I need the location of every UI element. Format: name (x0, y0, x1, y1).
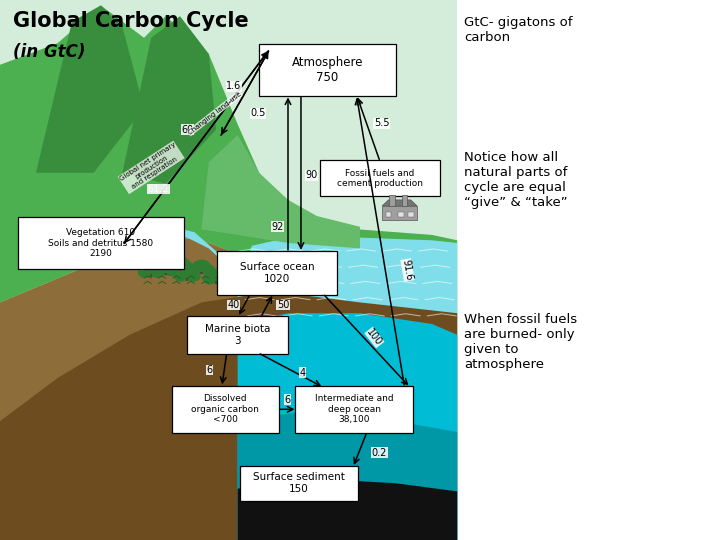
Text: Global net primary
production
and respiration: Global net primary production and respir… (118, 141, 184, 194)
Circle shape (164, 265, 179, 276)
Polygon shape (229, 281, 232, 284)
Text: 60: 60 (181, 125, 194, 134)
Circle shape (174, 271, 189, 282)
Circle shape (186, 271, 201, 282)
Polygon shape (186, 278, 189, 281)
Text: 5.5: 5.5 (374, 118, 390, 128)
Circle shape (177, 266, 197, 281)
Polygon shape (382, 206, 417, 220)
Polygon shape (122, 16, 216, 184)
Text: Vegetation 610
Soils and detritus 1580
2190: Vegetation 610 Soils and detritus 1580 2… (48, 228, 153, 258)
Text: (in GtC): (in GtC) (13, 43, 86, 61)
Polygon shape (398, 212, 404, 217)
Polygon shape (402, 195, 408, 206)
Text: 90: 90 (305, 171, 318, 180)
Text: Global Carbon Cycle: Global Carbon Cycle (13, 11, 248, 31)
Text: Dissolved
organic carbon
<700: Dissolved organic carbon <700 (192, 394, 259, 424)
FancyBboxPatch shape (18, 217, 184, 269)
Text: 100: 100 (365, 327, 384, 348)
Circle shape (229, 273, 244, 285)
Text: 50: 50 (276, 300, 289, 310)
Polygon shape (389, 195, 395, 206)
Polygon shape (164, 273, 167, 275)
Text: Fossil fuels and
cement production: Fossil fuels and cement production (337, 168, 423, 188)
Text: 61.2: 61.2 (148, 184, 169, 194)
FancyBboxPatch shape (172, 386, 279, 433)
FancyBboxPatch shape (295, 386, 413, 433)
Circle shape (156, 261, 176, 275)
Text: 4: 4 (300, 368, 305, 377)
Text: Changing land-use: Changing land-use (187, 91, 242, 136)
FancyBboxPatch shape (320, 160, 440, 196)
Text: When fossil fuels
are burned- only
given to
atmosphere: When fossil fuels are burned- only given… (464, 313, 577, 371)
Circle shape (200, 264, 215, 275)
Circle shape (192, 260, 212, 274)
Circle shape (188, 264, 203, 275)
Polygon shape (202, 135, 360, 248)
Polygon shape (238, 313, 457, 540)
Circle shape (215, 273, 230, 285)
Circle shape (150, 267, 165, 278)
Polygon shape (408, 212, 413, 217)
Text: 6: 6 (284, 395, 290, 404)
Polygon shape (0, 292, 457, 540)
FancyBboxPatch shape (240, 466, 358, 501)
Text: Intermediate and
deep ocean
38,100: Intermediate and deep ocean 38,100 (315, 394, 394, 424)
Polygon shape (238, 410, 457, 540)
Text: 0.5: 0.5 (250, 109, 266, 118)
Text: 6: 6 (207, 365, 212, 375)
FancyBboxPatch shape (217, 251, 337, 295)
Text: Marine biota
3: Marine biota 3 (205, 324, 270, 346)
Bar (457, 0, 720, 540)
Text: GtC- gigatons of
carbon: GtC- gigatons of carbon (464, 16, 573, 44)
Text: Surface sediment
150: Surface sediment 150 (253, 472, 345, 494)
Text: Notice how all
natural parts of
cycle are equal
“give” & “take”: Notice how all natural parts of cycle ar… (464, 151, 568, 209)
Polygon shape (200, 272, 203, 274)
FancyBboxPatch shape (259, 44, 396, 96)
Text: 40: 40 (227, 300, 240, 310)
Circle shape (217, 273, 232, 285)
Circle shape (166, 261, 181, 272)
Text: 0.2: 0.2 (372, 448, 387, 457)
Circle shape (202, 273, 217, 285)
Polygon shape (0, 5, 457, 302)
Polygon shape (179, 268, 181, 271)
Circle shape (141, 262, 161, 277)
Circle shape (206, 269, 226, 284)
Polygon shape (36, 5, 144, 173)
Text: 92: 92 (271, 222, 284, 232)
Text: Surface ocean
1020: Surface ocean 1020 (240, 262, 315, 284)
Polygon shape (0, 0, 457, 540)
Polygon shape (0, 235, 457, 540)
Polygon shape (238, 238, 457, 540)
Text: 91.6: 91.6 (401, 259, 414, 281)
Polygon shape (382, 200, 417, 206)
FancyBboxPatch shape (187, 315, 288, 354)
Circle shape (220, 269, 240, 284)
Polygon shape (386, 212, 392, 217)
Text: Atmosphere
750: Atmosphere 750 (292, 56, 364, 84)
Text: 1.6: 1.6 (226, 82, 242, 91)
Polygon shape (215, 281, 217, 284)
Circle shape (138, 267, 153, 278)
Circle shape (170, 256, 190, 271)
Polygon shape (158, 227, 252, 275)
Polygon shape (150, 274, 153, 277)
Circle shape (179, 261, 194, 272)
Circle shape (152, 265, 167, 276)
Polygon shape (238, 478, 457, 540)
